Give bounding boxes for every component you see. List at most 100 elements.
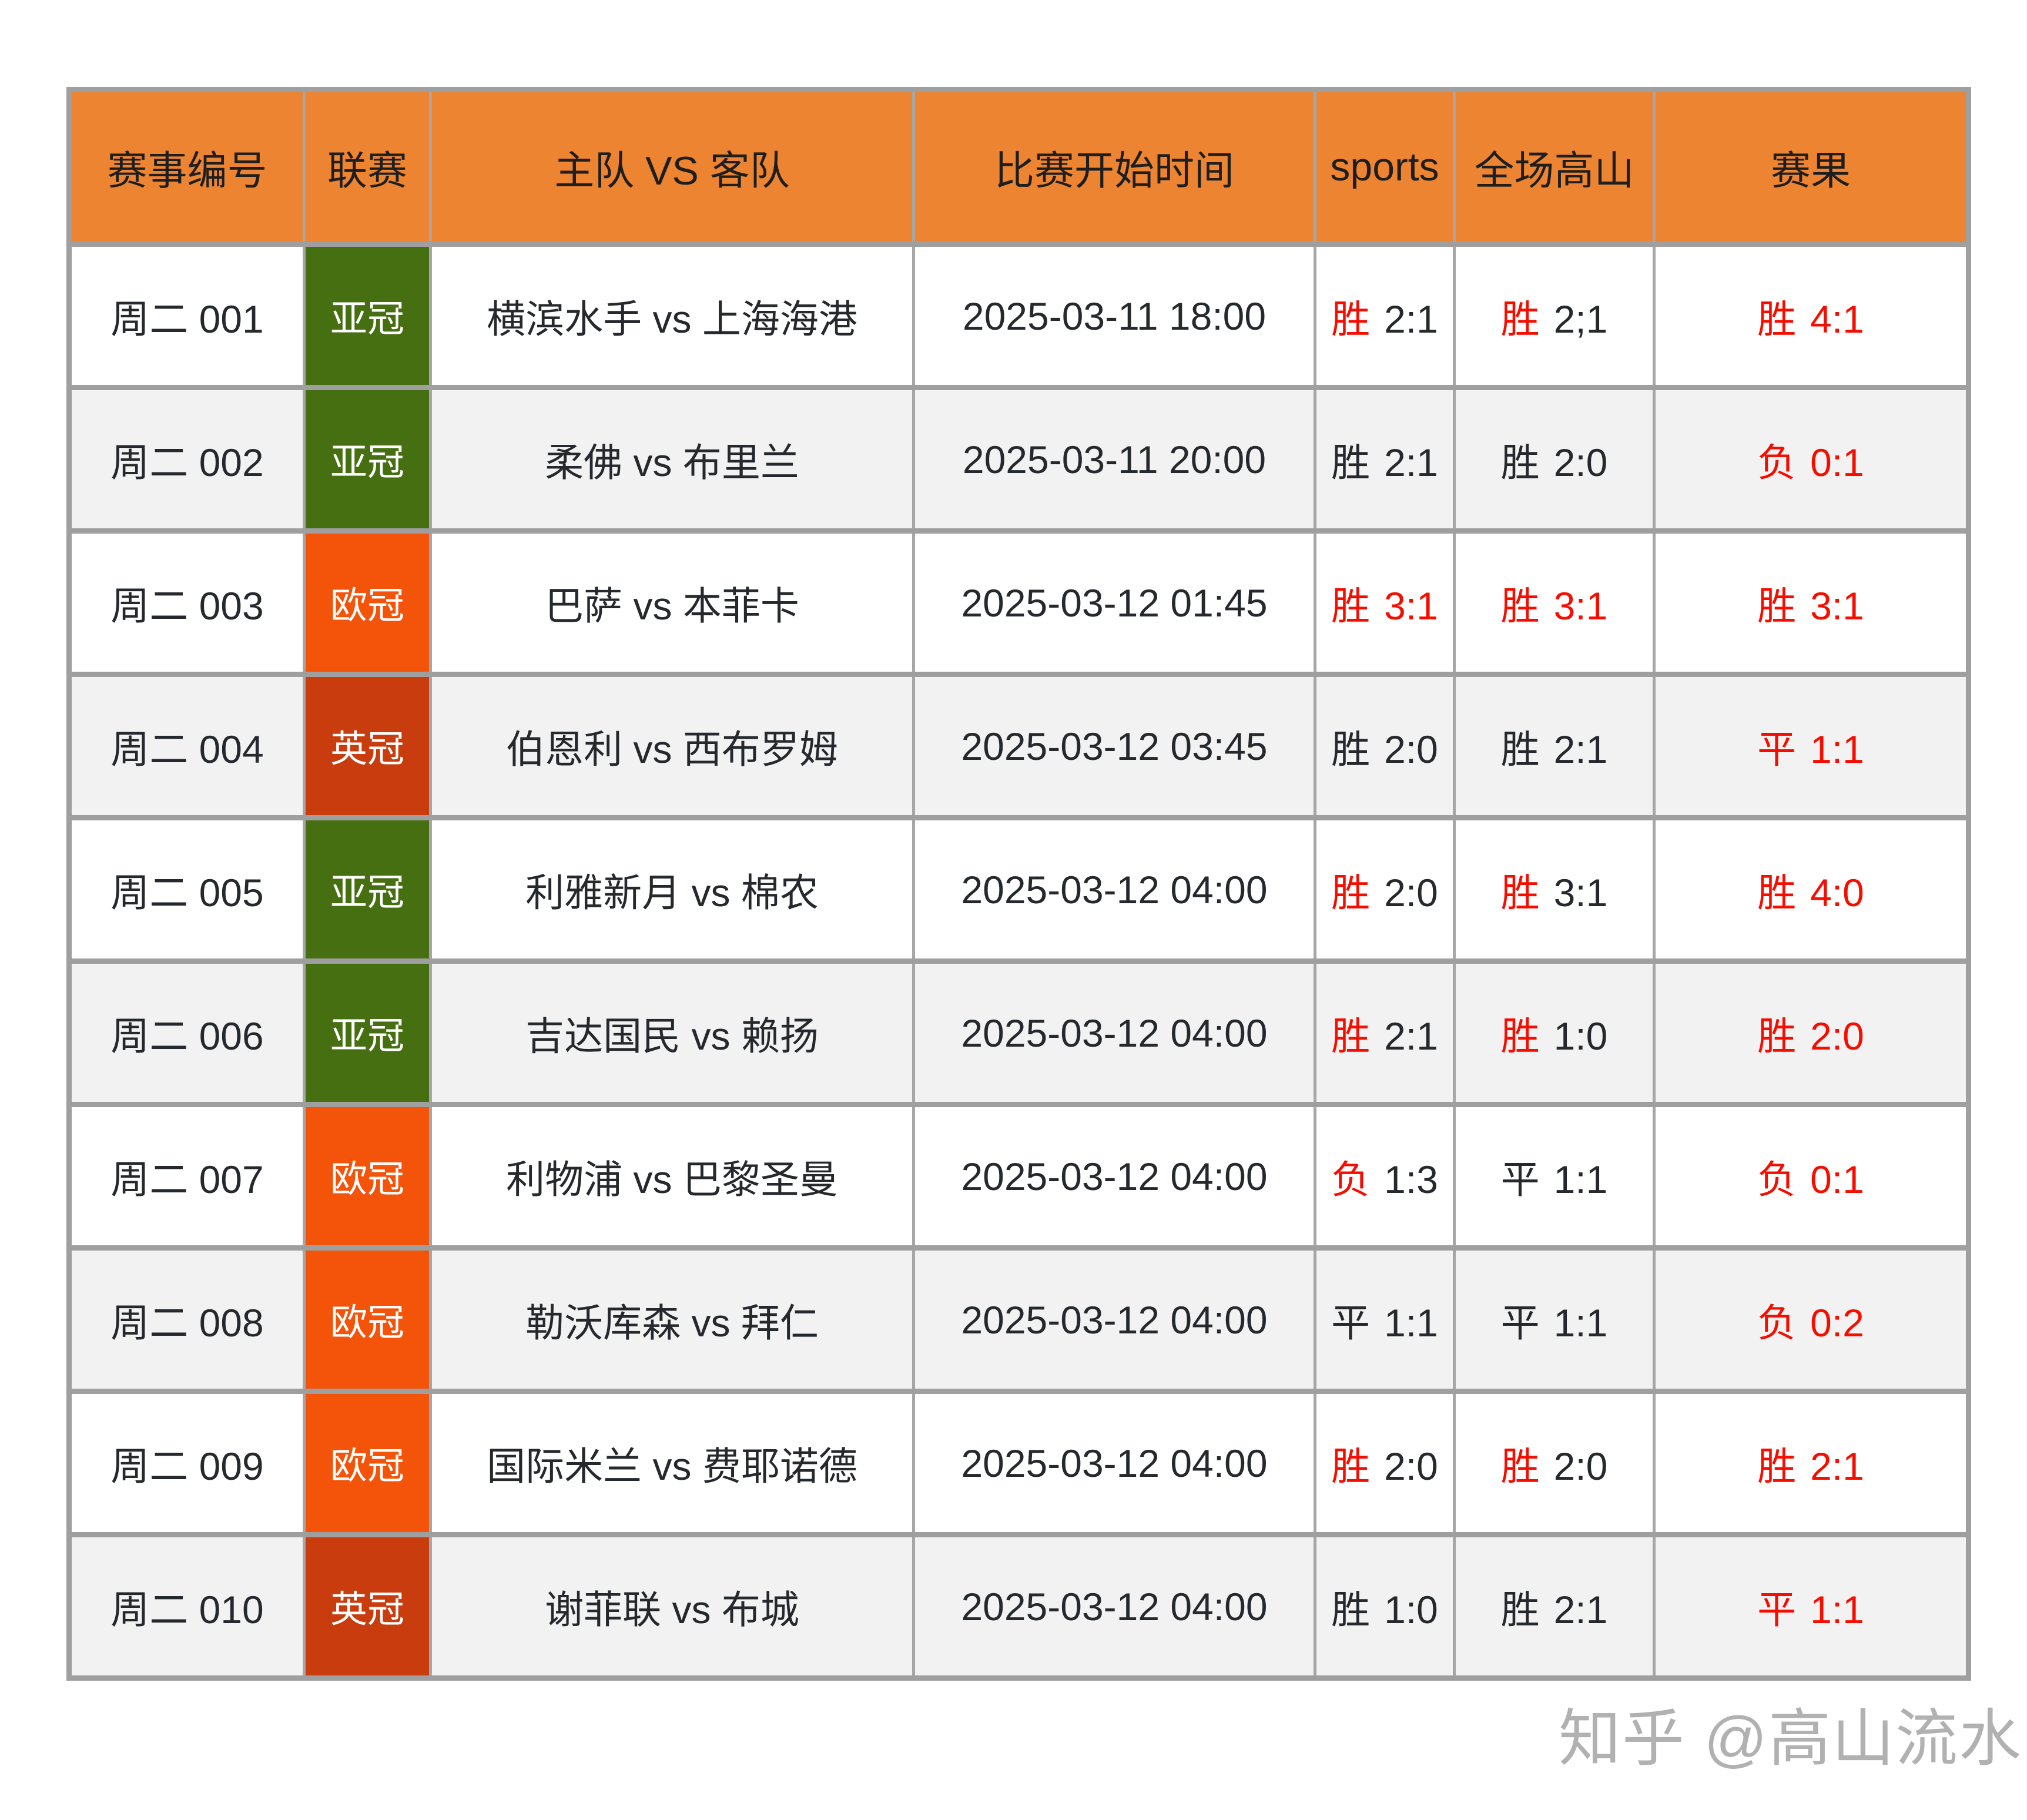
gaoshan-score: 1:1 <box>1553 1157 1608 1201</box>
sports-score: 3:1 <box>1384 584 1438 628</box>
result-cell: 负 0:2 <box>1653 1245 1970 1394</box>
result-outcome: 负 <box>1757 1157 1797 1201</box>
teams-cell: 横滨水手 vs 上海海港 <box>429 242 915 390</box>
start-time-cell: 2025-03-11 18:00 <box>912 242 1316 390</box>
sports-outcome: 负 <box>1331 1157 1371 1201</box>
teams-cell: 勒沃库森 vs 拜仁 <box>429 1245 915 1394</box>
start-time-cell: 2025-03-12 03:45 <box>912 672 1316 820</box>
result-score: 0:2 <box>1810 1301 1864 1345</box>
gaoshan-score: 3:1 <box>1553 584 1608 628</box>
result-outcome: 平 <box>1757 1587 1797 1631</box>
start-time-cell: 2025-03-12 04:00 <box>912 1532 1316 1681</box>
sports-score: 2:1 <box>1384 440 1438 484</box>
league-badge: 欧冠 <box>303 528 432 677</box>
gaoshan-outcome: 平 <box>1500 1157 1540 1201</box>
sports-prediction-cell: 胜 2:0 <box>1314 1389 1456 1537</box>
result-outcome: 胜 <box>1757 1014 1797 1058</box>
result-score: 0:1 <box>1810 440 1864 484</box>
gaoshan-score: 3:1 <box>1553 870 1608 914</box>
table-row: 周二 009 欧冠 国际米兰 vs 费耶诺德 2025-03-12 04:00 … <box>68 1389 1970 1537</box>
league-badge: 亚冠 <box>303 242 432 390</box>
result-outcome: 平 <box>1757 727 1797 771</box>
sports-score: 2:0 <box>1384 727 1438 771</box>
sports-outcome: 胜 <box>1331 1587 1371 1631</box>
header-start-time: 比赛开始时间 <box>912 87 1316 247</box>
header-sports: sports <box>1314 87 1456 247</box>
teams-cell: 利雅新月 vs 棉农 <box>429 815 915 964</box>
gaoshan-prediction-cell: 胜 2:0 <box>1453 1389 1656 1537</box>
result-cell: 平 1:1 <box>1653 1532 1970 1681</box>
match-id-cell: 周二 005 <box>68 815 306 964</box>
match-id-cell: 周二 009 <box>68 1389 306 1537</box>
result-score: 1:1 <box>1810 1587 1864 1631</box>
result-cell: 胜 2:0 <box>1653 958 1970 1107</box>
start-time-cell: 2025-03-12 04:00 <box>912 1102 1316 1251</box>
sports-score: 1:0 <box>1384 1587 1438 1631</box>
start-time-cell: 2025-03-12 04:00 <box>912 815 1316 964</box>
gaoshan-outcome: 胜 <box>1500 1014 1540 1058</box>
start-time-cell: 2025-03-12 04:00 <box>912 1245 1316 1394</box>
league-badge: 英冠 <box>303 1532 432 1681</box>
result-score: 2:0 <box>1810 1014 1864 1058</box>
gaoshan-outcome: 胜 <box>1500 297 1540 341</box>
result-cell: 胜 4:1 <box>1653 242 1970 390</box>
result-outcome: 胜 <box>1757 1444 1797 1488</box>
teams-cell: 伯恩利 vs 西布罗姆 <box>429 672 915 820</box>
table-row: 周二 001 亚冠 横滨水手 vs 上海海港 2025-03-11 18:00 … <box>68 242 1970 390</box>
sports-outcome: 胜 <box>1331 1444 1371 1488</box>
sports-prediction-cell: 胜 1:0 <box>1314 1532 1456 1681</box>
gaoshan-outcome: 胜 <box>1500 440 1540 484</box>
gaoshan-score: 2;1 <box>1553 297 1608 341</box>
result-cell: 胜 2:1 <box>1653 1389 1970 1537</box>
result-score: 3:1 <box>1810 584 1864 628</box>
gaoshan-prediction-cell: 胜 3:1 <box>1453 528 1656 677</box>
league-badge: 亚冠 <box>303 958 432 1107</box>
result-outcome: 胜 <box>1757 870 1797 914</box>
result-cell: 胜 4:0 <box>1653 815 1970 964</box>
result-cell: 负 0:1 <box>1653 1102 1970 1251</box>
matches-table: 赛事编号 联赛 主队 VS 客队 比赛开始时间 sports 全场高山 赛果 周… <box>66 87 1971 1681</box>
sports-prediction-cell: 平 1:1 <box>1314 1245 1456 1394</box>
gaoshan-prediction-cell: 平 1:1 <box>1453 1102 1656 1251</box>
sports-outcome: 胜 <box>1331 297 1371 341</box>
result-score: 2:1 <box>1810 1444 1864 1488</box>
gaoshan-outcome: 胜 <box>1500 870 1540 914</box>
result-cell: 平 1:1 <box>1653 672 1970 820</box>
gaoshan-score: 1:1 <box>1553 1301 1608 1345</box>
watermark-zhihu: 知乎 @高山流水 <box>1558 1704 2022 1774</box>
gaoshan-outcome: 平 <box>1500 1301 1540 1345</box>
match-id-cell: 周二 002 <box>68 385 306 534</box>
header-league: 联赛 <box>303 87 432 247</box>
table-row: 周二 003 欧冠 巴萨 vs 本菲卡 2025-03-12 01:45 胜 3:… <box>68 528 1970 677</box>
result-score: 4:0 <box>1810 870 1864 914</box>
sports-score: 2:0 <box>1384 1444 1438 1488</box>
league-badge: 英冠 <box>303 672 432 820</box>
teams-cell: 谢菲联 vs 布城 <box>429 1532 915 1681</box>
sports-score: 1:3 <box>1384 1157 1438 1201</box>
match-id-cell: 周二 004 <box>68 672 306 820</box>
table-row: 周二 010 英冠 谢菲联 vs 布城 2025-03-12 04:00 胜 1:… <box>68 1532 1970 1681</box>
sports-prediction-cell: 胜 2:0 <box>1314 815 1456 964</box>
match-id-cell: 周二 010 <box>68 1532 306 1681</box>
gaoshan-score: 2:0 <box>1553 1444 1608 1488</box>
match-id-cell: 周二 006 <box>68 958 306 1107</box>
gaoshan-outcome: 胜 <box>1500 1444 1540 1488</box>
start-time-cell: 2025-03-12 04:00 <box>912 1389 1316 1537</box>
result-score: 4:1 <box>1810 297 1864 341</box>
gaoshan-score: 2:1 <box>1553 727 1608 771</box>
league-badge: 亚冠 <box>303 385 432 534</box>
header-row: 赛事编号 联赛 主队 VS 客队 比赛开始时间 sports 全场高山 赛果 <box>68 87 1970 247</box>
sports-outcome: 胜 <box>1331 870 1371 914</box>
league-badge: 亚冠 <box>303 815 432 964</box>
result-outcome: 负 <box>1757 1301 1797 1345</box>
header-result: 赛果 <box>1653 87 1970 247</box>
result-outcome: 胜 <box>1757 297 1797 341</box>
result-score: 1:1 <box>1810 727 1864 771</box>
sports-score: 2:1 <box>1384 297 1438 341</box>
gaoshan-score: 2:1 <box>1553 1587 1608 1631</box>
sports-score: 2:1 <box>1384 1014 1438 1058</box>
teams-cell: 吉达国民 vs 赖扬 <box>429 958 915 1107</box>
table-body: 周二 001 亚冠 横滨水手 vs 上海海港 2025-03-11 18:00 … <box>68 242 1970 1681</box>
